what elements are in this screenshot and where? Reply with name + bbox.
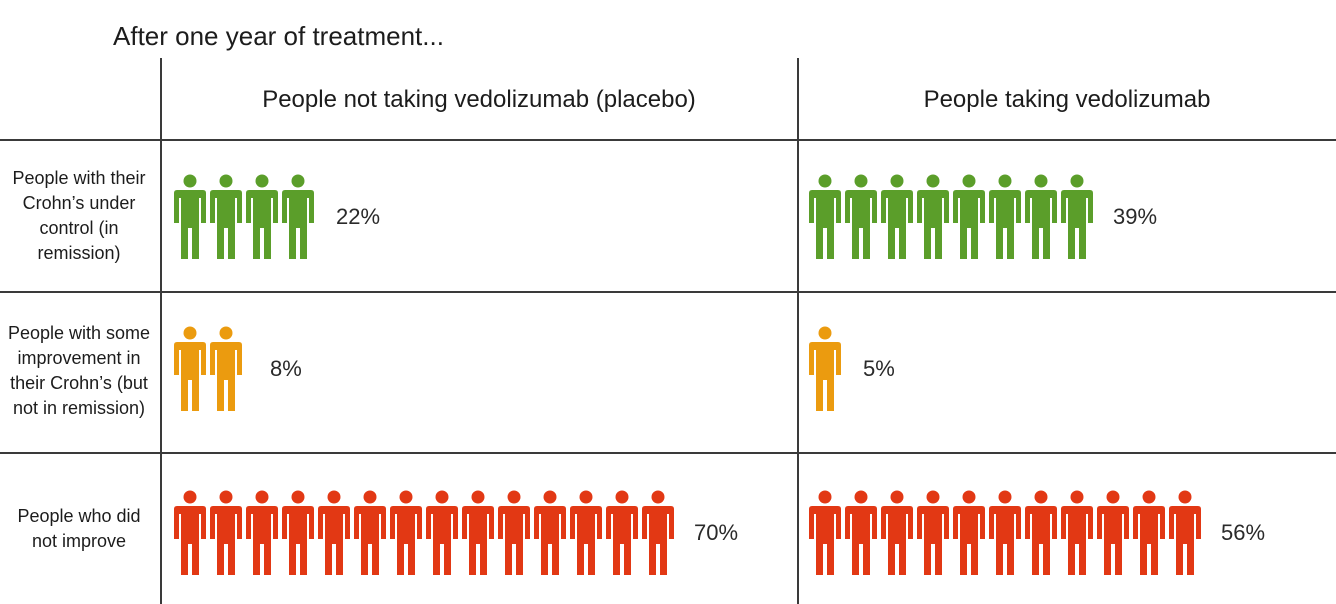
person-icon <box>282 174 314 259</box>
icon-group <box>172 174 316 260</box>
value-label: 70% <box>694 520 739 545</box>
person-icon <box>534 490 566 575</box>
person-icon <box>953 490 985 575</box>
value-label: 8% <box>270 356 302 381</box>
value-label: 56% <box>1221 520 1266 545</box>
person-icon <box>354 490 386 575</box>
person-icon <box>881 490 913 575</box>
person-icon <box>390 490 422 575</box>
person-icon <box>845 174 877 259</box>
person-icon <box>845 490 877 575</box>
person-icon <box>174 326 206 411</box>
grid-divider-left <box>160 58 162 604</box>
grid-line-row-2 <box>0 452 1336 454</box>
value-label: 22% <box>336 204 381 229</box>
column-header-vedolizumab: People taking vedolizumab <box>923 86 1211 113</box>
person-icon <box>210 490 242 575</box>
person-icon <box>809 174 841 259</box>
cell-vedolizumab-improvement: 5% <box>807 324 895 414</box>
person-icon <box>282 490 314 575</box>
icon-group <box>807 326 843 412</box>
person-icon <box>917 490 949 575</box>
column-header-placebo: People not taking vedolizumab (placebo) <box>262 86 696 113</box>
person-icon <box>1133 490 1165 575</box>
person-icon <box>953 174 985 259</box>
grid-line-header <box>0 139 1336 141</box>
person-icon <box>881 174 913 259</box>
person-icon <box>1061 174 1093 259</box>
cell-vedolizumab-no-improvement: 56% <box>807 488 1265 578</box>
person-icon <box>174 490 206 575</box>
person-icon <box>1025 490 1057 575</box>
person-icon <box>570 490 602 575</box>
person-icon <box>174 174 206 259</box>
value-label: 39% <box>1113 204 1158 229</box>
icon-group <box>807 174 1095 260</box>
person-icon <box>917 174 949 259</box>
person-icon <box>809 326 841 411</box>
person-icon <box>1097 490 1129 575</box>
row-label-remission: People with their Crohn’s under control … <box>12 168 146 263</box>
grid-line-row-1 <box>0 291 1336 293</box>
icon-group <box>172 490 676 576</box>
grid-divider-middle <box>797 58 799 604</box>
row-label-no-improvement: People who did not improve <box>17 506 141 551</box>
cell-vedolizumab-remission: 39% <box>807 172 1157 262</box>
cell-placebo-improvement: 8% <box>172 324 302 414</box>
person-icon <box>498 490 530 575</box>
person-icon <box>426 490 458 575</box>
person-icon <box>210 326 242 411</box>
icon-group <box>172 326 244 412</box>
cell-placebo-remission: 22% <box>172 172 380 262</box>
person-icon <box>462 490 494 575</box>
person-icon <box>1025 174 1057 259</box>
person-icon <box>210 174 242 259</box>
chart-title: After one year of treatment... <box>113 21 444 51</box>
person-icon <box>246 174 278 259</box>
person-icon <box>1169 490 1201 575</box>
cell-placebo-no-improvement: 70% <box>172 488 738 578</box>
person-icon <box>989 174 1021 259</box>
person-icon <box>809 490 841 575</box>
icon-group <box>807 490 1203 576</box>
person-icon <box>318 490 350 575</box>
person-icon <box>1061 490 1093 575</box>
person-icon <box>246 490 278 575</box>
person-icon <box>606 490 638 575</box>
person-icon <box>642 490 674 575</box>
person-icon <box>989 490 1021 575</box>
value-label: 5% <box>863 356 895 381</box>
row-label-improvement: People with some improvement in their Cr… <box>7 323 151 418</box>
